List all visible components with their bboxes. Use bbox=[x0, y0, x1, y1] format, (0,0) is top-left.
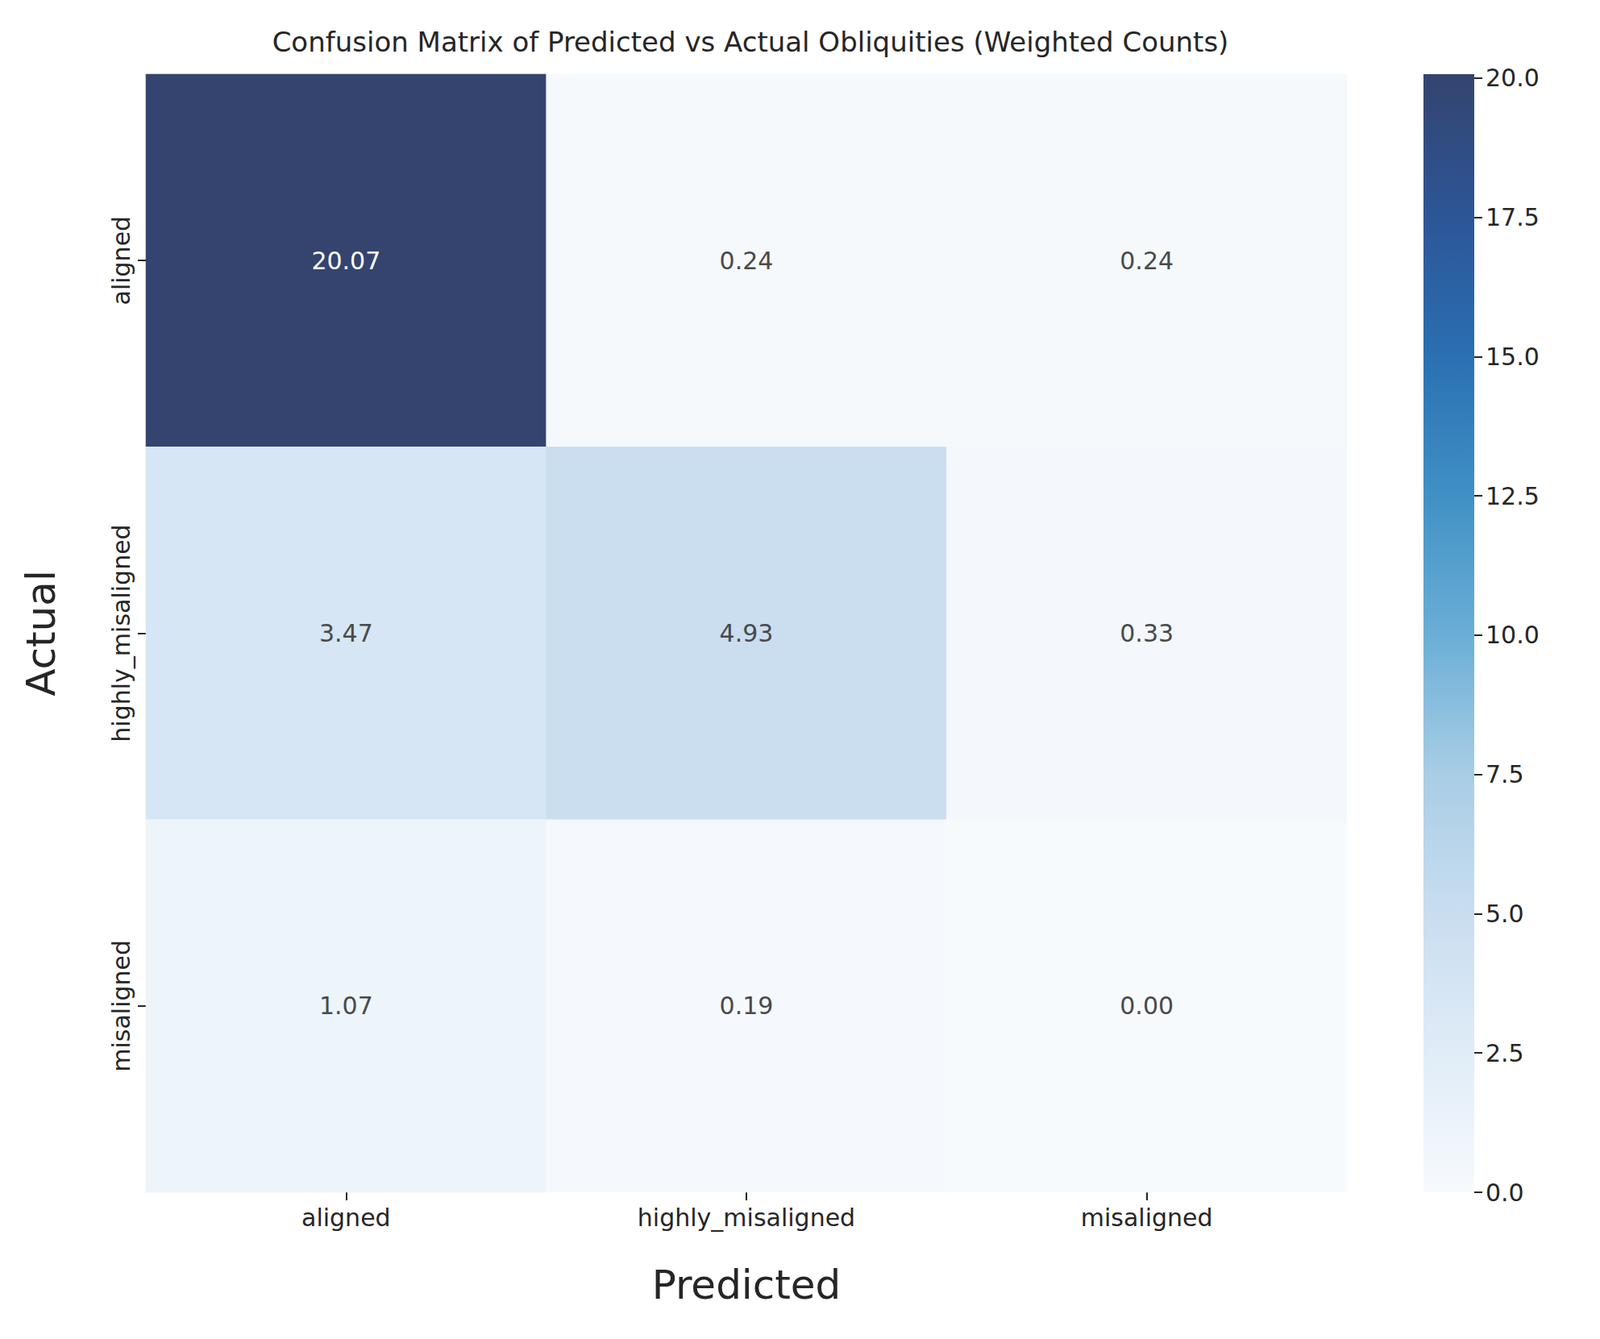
svg-text:0.0: 0.0 bbox=[1485, 1178, 1525, 1207]
svg-text:0.19: 0.19 bbox=[719, 991, 774, 1020]
svg-text:Predicted: Predicted bbox=[652, 1261, 842, 1309]
svg-text:5.0: 5.0 bbox=[1485, 899, 1525, 928]
svg-text:12.5: 12.5 bbox=[1485, 482, 1540, 511]
svg-text:1.07: 1.07 bbox=[319, 991, 374, 1020]
svg-text:0.00: 0.00 bbox=[1119, 991, 1174, 1020]
svg-text:7.5: 7.5 bbox=[1485, 760, 1525, 789]
svg-text:0.33: 0.33 bbox=[1119, 619, 1174, 648]
svg-text:20.0: 20.0 bbox=[1485, 63, 1540, 92]
svg-text:highly_misaligned: highly_misaligned bbox=[637, 1203, 856, 1232]
svg-text:misaligned: misaligned bbox=[107, 939, 136, 1073]
svg-text:17.5: 17.5 bbox=[1485, 203, 1540, 232]
svg-text:20.07: 20.07 bbox=[311, 246, 381, 275]
svg-text:aligned: aligned bbox=[301, 1203, 391, 1232]
svg-text:aligned: aligned bbox=[107, 216, 136, 306]
svg-text:3.47: 3.47 bbox=[319, 619, 374, 648]
svg-text:Actual: Actual bbox=[17, 569, 65, 697]
svg-text:10.0: 10.0 bbox=[1485, 620, 1540, 649]
svg-text:0.24: 0.24 bbox=[719, 246, 774, 275]
svg-text:15.0: 15.0 bbox=[1485, 342, 1540, 371]
svg-text:4.93: 4.93 bbox=[719, 619, 774, 648]
svg-text:misaligned: misaligned bbox=[1080, 1203, 1214, 1232]
svg-text:highly_misaligned: highly_misaligned bbox=[107, 523, 136, 742]
svg-text:Confusion Matrix of Predicted: Confusion Matrix of Predicted vs Actual … bbox=[272, 25, 1230, 59]
svg-text:0.24: 0.24 bbox=[1119, 246, 1174, 275]
svg-text:2.5: 2.5 bbox=[1485, 1038, 1525, 1068]
